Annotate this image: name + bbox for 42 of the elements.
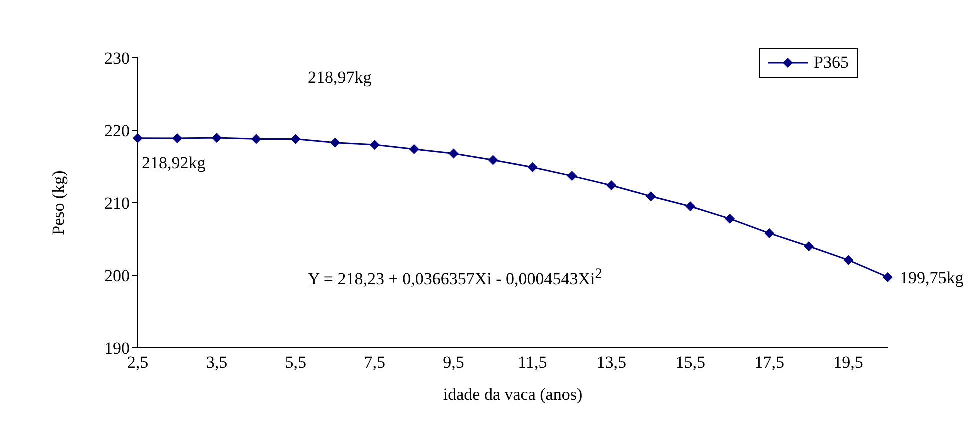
x-tick-label: 3,5 [206,353,228,372]
point [804,242,814,252]
point [883,272,893,282]
point [488,155,498,166]
point [725,214,736,224]
point [448,148,459,159]
point [844,255,854,266]
point [528,162,538,172]
data-label: 218,92kg [142,153,206,172]
point [212,132,222,143]
x-tick-label: 19,5 [834,353,864,372]
x-tick-label: 17,5 [754,353,784,372]
x-tick-label: 11,5 [518,353,548,372]
x-tick-label: 15,5 [676,353,706,372]
x-tick-label: 7,5 [364,353,386,372]
x-tick-label: 13,5 [596,353,627,372]
y-axis-title: Peso (kg) [49,170,68,236]
annotation: Y = 218,23 + 0,0366357Xi - 0,0004543Xi$^{2}$ [308,266,602,290]
x-axis-title: idade da vaca (anos) [443,385,583,404]
point [764,228,775,238]
point [290,134,301,144]
point [251,134,262,144]
y-tick-label: 210 [104,194,130,214]
data-label: 199,75kg [900,268,964,288]
x-tick-label: 2,5 [127,353,149,372]
point [172,133,182,144]
point [686,202,696,212]
x-tick-label: 5,5 [285,353,307,372]
x-tick-label: 9,5 [443,353,464,372]
point [370,140,380,150]
point [330,138,340,148]
point [606,180,617,191]
y-tick-label: 190 [104,339,130,358]
legend-label: P365 [814,53,849,73]
point [133,133,143,144]
annotation: 218,97kg [308,68,372,88]
point [646,191,656,202]
y-tick-label: 220 [104,122,130,141]
point [409,144,420,154]
y-tick-label: 230 [104,49,130,68]
point [567,171,578,182]
y-tick-label: 200 [104,266,130,286]
